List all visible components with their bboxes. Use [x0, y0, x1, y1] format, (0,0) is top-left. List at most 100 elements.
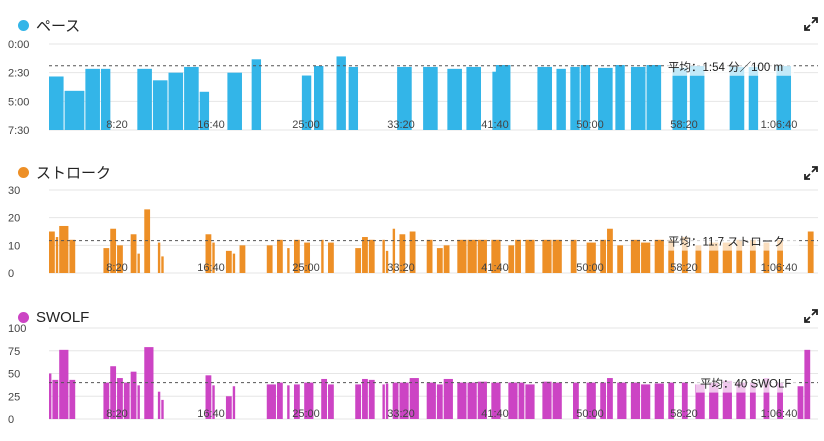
- swolf-bar[interactable]: [385, 383, 389, 419]
- stroke-expand-icon[interactable]: [804, 166, 818, 180]
- stroke-bar[interactable]: [508, 245, 515, 273]
- swolf-bar[interactable]: [525, 384, 535, 419]
- stroke-bar[interactable]: [457, 239, 467, 273]
- swolf-bar[interactable]: [362, 378, 368, 419]
- pace-bar[interactable]: [729, 66, 745, 130]
- swolf-bar[interactable]: [382, 384, 385, 419]
- stroke-bar[interactable]: [321, 239, 324, 273]
- stroke-bar[interactable]: [607, 228, 613, 273]
- stroke-bar[interactable]: [304, 242, 311, 273]
- stroke-bar[interactable]: [59, 225, 69, 273]
- stroke-bar[interactable]: [144, 209, 151, 273]
- swolf-bar[interactable]: [137, 385, 140, 419]
- stroke-bar[interactable]: [355, 248, 362, 273]
- pace-bar[interactable]: [447, 68, 462, 130]
- stroke-bar[interactable]: [49, 231, 55, 274]
- pace-bar[interactable]: [397, 66, 412, 130]
- pace-bar[interactable]: [689, 65, 705, 130]
- stroke-bar[interactable]: [477, 239, 487, 273]
- swolf-bar[interactable]: [654, 383, 664, 419]
- pace-bar[interactable]: [85, 68, 100, 130]
- swolf-bar[interactable]: [508, 382, 518, 419]
- stroke-bar[interactable]: [137, 253, 140, 273]
- swolf-bar[interactable]: [130, 371, 137, 419]
- stroke-bar[interactable]: [239, 245, 246, 273]
- stroke-bar[interactable]: [225, 250, 232, 273]
- swolf-bar[interactable]: [144, 347, 154, 419]
- swolf-bar[interactable]: [749, 382, 756, 419]
- swolf-bar[interactable]: [304, 382, 314, 419]
- pace-bar[interactable]: [630, 66, 646, 130]
- stroke-bar[interactable]: [409, 231, 416, 274]
- pace-bar[interactable]: [64, 90, 85, 130]
- swolf-bar[interactable]: [436, 384, 443, 419]
- swolf-bar[interactable]: [426, 382, 436, 419]
- stroke-bar[interactable]: [368, 239, 375, 273]
- stroke-bar[interactable]: [443, 245, 450, 273]
- swolf-bar[interactable]: [59, 349, 69, 419]
- stroke-bar[interactable]: [392, 228, 396, 273]
- pace-bar[interactable]: [748, 66, 759, 130]
- stroke-bar[interactable]: [552, 239, 562, 273]
- stroke-bar[interactable]: [491, 239, 501, 273]
- stroke-bar[interactable]: [736, 239, 743, 273]
- swolf-bar[interactable]: [641, 384, 651, 419]
- stroke-bar[interactable]: [157, 242, 161, 273]
- pace-bar[interactable]: [776, 65, 792, 130]
- swolf-bar[interactable]: [443, 378, 453, 419]
- swolf-bar[interactable]: [205, 375, 212, 419]
- stroke-bar[interactable]: [722, 242, 732, 273]
- stroke-bar[interactable]: [709, 242, 719, 273]
- swolf-bar[interactable]: [477, 381, 487, 419]
- stroke-bar[interactable]: [807, 231, 814, 274]
- swolf-bar[interactable]: [392, 382, 399, 419]
- stroke-bar[interactable]: [777, 239, 783, 273]
- stroke-bar[interactable]: [362, 237, 368, 273]
- stroke-bar[interactable]: [130, 234, 137, 273]
- stroke-bar[interactable]: [110, 228, 117, 273]
- pace-bar[interactable]: [570, 66, 580, 130]
- pace-bar[interactable]: [615, 65, 625, 130]
- stroke-bar[interactable]: [525, 239, 535, 273]
- stroke-bar[interactable]: [328, 242, 334, 273]
- swolf-bar[interactable]: [321, 378, 328, 419]
- swolf-bar[interactable]: [409, 378, 419, 419]
- stroke-bar[interactable]: [287, 248, 290, 273]
- pace-bar[interactable]: [646, 65, 662, 130]
- pace-bar[interactable]: [492, 71, 497, 130]
- pace-bar[interactable]: [348, 66, 359, 130]
- swolf-bar[interactable]: [157, 391, 161, 419]
- stroke-bar[interactable]: [266, 245, 273, 273]
- swolf-bar[interactable]: [52, 379, 59, 419]
- swolf-bar[interactable]: [709, 382, 719, 419]
- swolf-bar[interactable]: [328, 384, 334, 419]
- swolf-bar[interactable]: [266, 384, 276, 419]
- pace-bar[interactable]: [168, 72, 184, 130]
- swolf-bar[interactable]: [586, 382, 596, 419]
- stroke-bar[interactable]: [515, 239, 521, 273]
- stroke-bar[interactable]: [436, 248, 443, 273]
- stroke-bar[interactable]: [385, 250, 389, 273]
- stroke-bar[interactable]: [542, 239, 552, 273]
- pace-bar[interactable]: [313, 65, 324, 130]
- pace-bar[interactable]: [556, 68, 566, 130]
- swolf-bar[interactable]: [287, 385, 290, 419]
- stroke-bar[interactable]: [668, 239, 675, 273]
- stroke-bar[interactable]: [586, 242, 596, 273]
- swolf-bar[interactable]: [722, 380, 732, 419]
- swolf-bar[interactable]: [276, 382, 283, 419]
- swolf-bar[interactable]: [804, 349, 811, 419]
- stroke-bar[interactable]: [617, 245, 624, 273]
- swolf-bar[interactable]: [103, 382, 110, 419]
- pace-bar[interactable]: [537, 66, 553, 130]
- swolf-bar[interactable]: [552, 382, 562, 419]
- swolf-bar[interactable]: [797, 386, 804, 419]
- stroke-bar[interactable]: [117, 245, 123, 273]
- stroke-bar[interactable]: [654, 239, 664, 273]
- pace-bar[interactable]: [152, 80, 168, 130]
- pace-bar[interactable]: [227, 72, 242, 130]
- stroke-bar[interactable]: [749, 239, 756, 273]
- pace-bar[interactable]: [598, 67, 613, 130]
- stroke-bar[interactable]: [600, 239, 607, 273]
- swolf-bar[interactable]: [681, 382, 688, 419]
